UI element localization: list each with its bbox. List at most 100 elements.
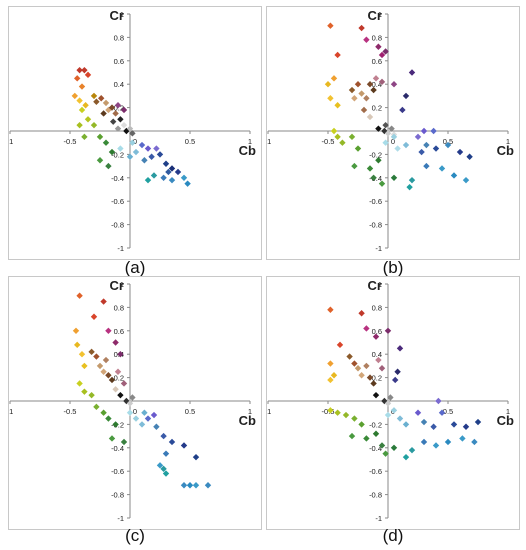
data-point bbox=[327, 407, 334, 414]
x-tick-label: -1 bbox=[267, 137, 271, 146]
data-point bbox=[93, 403, 100, 411]
x-tick-label: 0 bbox=[391, 137, 395, 146]
panel-b: -1-0.8-0.6-0.4-0.20.20.40.60.81-1-0.500.… bbox=[266, 6, 520, 260]
data-point bbox=[390, 174, 398, 181]
data-point bbox=[388, 125, 395, 132]
data-point bbox=[381, 397, 388, 405]
data-point bbox=[382, 121, 389, 129]
y-tick-label: -0.6 bbox=[111, 467, 124, 476]
data-point bbox=[165, 168, 172, 176]
data-point bbox=[82, 102, 89, 109]
data-point bbox=[330, 372, 338, 379]
data-point bbox=[342, 411, 350, 419]
y-tick-label: 0.6 bbox=[114, 327, 124, 336]
data-point bbox=[399, 106, 406, 114]
data-point bbox=[363, 36, 370, 43]
y-tick-label: -0.2 bbox=[111, 150, 124, 159]
data-point bbox=[351, 95, 358, 102]
data-point bbox=[336, 341, 344, 349]
data-point bbox=[384, 411, 392, 419]
data-point bbox=[192, 453, 200, 461]
data-point bbox=[363, 325, 370, 332]
x-tick-label: 1 bbox=[248, 407, 252, 416]
data-point bbox=[384, 327, 392, 334]
y-tick-label: 1 bbox=[378, 280, 382, 289]
x-tick-label: -0.5 bbox=[322, 137, 335, 146]
data-point bbox=[120, 380, 128, 387]
data-point bbox=[71, 92, 78, 100]
data-point bbox=[408, 176, 416, 184]
data-point bbox=[372, 391, 380, 399]
data-point bbox=[129, 139, 136, 146]
data-point bbox=[406, 183, 413, 191]
y-tick-label: 0.8 bbox=[372, 303, 382, 312]
data-point bbox=[150, 172, 158, 179]
y-tick-label: -0.8 bbox=[111, 491, 124, 500]
data-point bbox=[76, 66, 83, 74]
data-point bbox=[358, 372, 365, 379]
data-point bbox=[144, 145, 152, 152]
x-tick-label: 0.5 bbox=[185, 407, 195, 416]
data-point bbox=[76, 97, 83, 104]
data-point bbox=[444, 438, 452, 446]
data-point bbox=[351, 162, 358, 170]
data-point bbox=[204, 482, 212, 489]
data-point bbox=[418, 148, 425, 156]
y-tick-label: 0.2 bbox=[372, 104, 382, 113]
x-axis-title: Cb bbox=[239, 143, 256, 158]
data-point bbox=[100, 368, 107, 375]
y-tick-label: -0.6 bbox=[369, 467, 382, 476]
data-point bbox=[180, 482, 188, 489]
x-tick-label: 0 bbox=[133, 407, 137, 416]
y-tick-label: 0.2 bbox=[114, 104, 124, 113]
x-tick-label: 0.5 bbox=[443, 137, 453, 146]
data-point bbox=[84, 116, 92, 123]
data-point bbox=[132, 148, 140, 156]
data-point bbox=[102, 99, 110, 107]
data-point bbox=[334, 133, 341, 141]
data-point bbox=[456, 148, 464, 156]
data-point bbox=[435, 397, 442, 405]
data-point bbox=[334, 102, 341, 109]
data-point bbox=[354, 81, 362, 88]
data-point bbox=[117, 116, 124, 123]
data-point bbox=[78, 106, 86, 114]
data-point bbox=[330, 127, 338, 135]
scatter-plot-b: -1-0.8-0.6-0.4-0.20.20.40.60.81-1-0.500.… bbox=[267, 8, 514, 253]
data-point bbox=[78, 83, 86, 90]
data-point bbox=[354, 365, 362, 372]
data-point bbox=[327, 376, 334, 384]
data-point bbox=[160, 174, 167, 181]
data-point bbox=[390, 407, 398, 414]
data-point bbox=[438, 165, 446, 172]
data-point bbox=[358, 310, 365, 317]
data-point bbox=[76, 292, 83, 299]
x-tick-label: 1 bbox=[248, 137, 252, 146]
data-point bbox=[112, 421, 119, 428]
data-point bbox=[378, 442, 386, 449]
data-point bbox=[462, 176, 470, 184]
data-point bbox=[192, 482, 200, 489]
data-point bbox=[153, 145, 160, 152]
data-point bbox=[100, 110, 107, 117]
data-point bbox=[459, 435, 466, 442]
y-tick-label: -0.8 bbox=[369, 491, 382, 500]
data-point bbox=[390, 444, 398, 451]
data-point bbox=[348, 133, 356, 141]
data-point bbox=[132, 415, 140, 422]
data-point bbox=[168, 438, 176, 446]
x-tick-label: -0.5 bbox=[322, 407, 335, 416]
x-tick-label: -0.5 bbox=[64, 407, 77, 416]
data-point bbox=[372, 430, 380, 437]
data-point bbox=[358, 421, 365, 428]
x-tick-label: -1 bbox=[267, 407, 271, 416]
data-point bbox=[98, 95, 105, 102]
data-point bbox=[358, 90, 365, 97]
data-point bbox=[162, 470, 170, 477]
data-point bbox=[363, 95, 370, 102]
data-point bbox=[81, 133, 88, 141]
y-tick-label: -0.6 bbox=[111, 197, 124, 206]
x-tick-label: 1 bbox=[506, 137, 510, 146]
data-point bbox=[102, 139, 110, 146]
data-point bbox=[120, 438, 128, 446]
